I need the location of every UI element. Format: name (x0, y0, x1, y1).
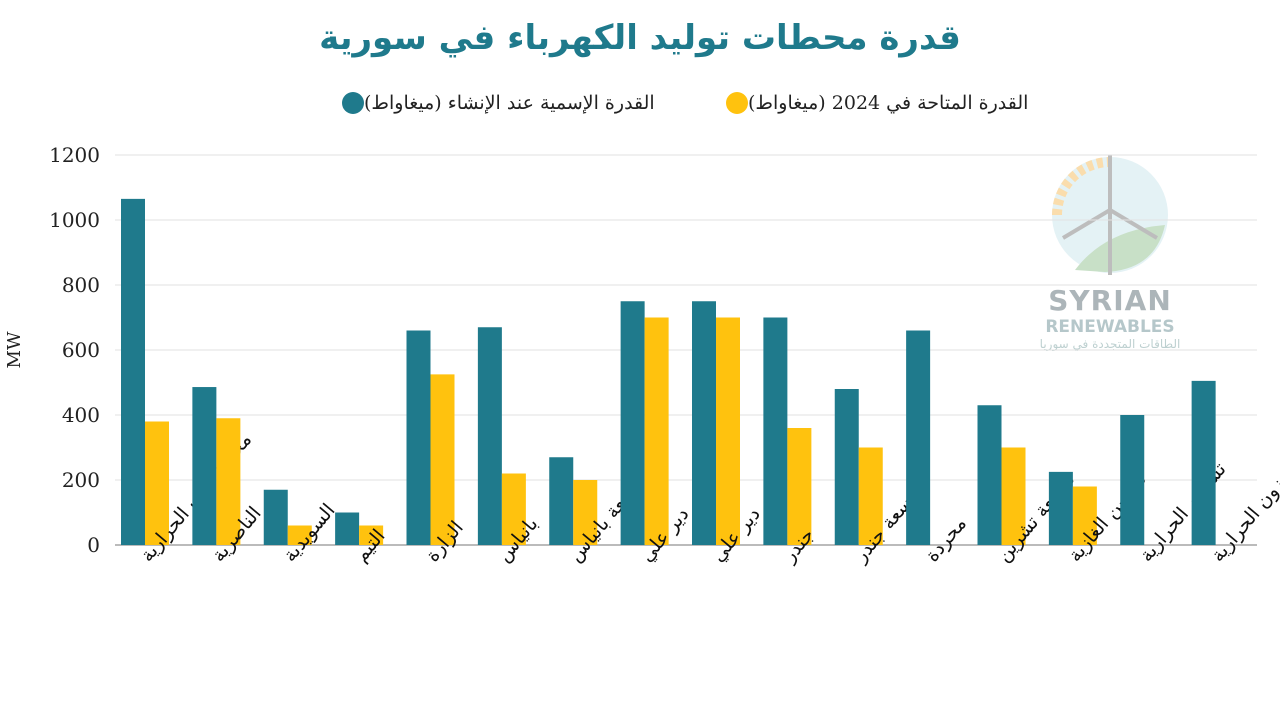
watermark-line3: الطاقات المتجددة في سوريا (1039, 337, 1181, 351)
bar-available (501, 473, 526, 545)
y-axis-label: MW (4, 331, 25, 368)
wind-turbine-icon (1052, 155, 1168, 275)
bar-nominal (406, 330, 431, 545)
legend-item-available: القدرة المتاحة في 2024 (ميغاواط) (722, 92, 1028, 114)
chart-title: قدرة محطات توليد الكهرباء في سورية (319, 18, 961, 58)
bar-nominal (763, 317, 788, 545)
bar-available (787, 428, 812, 545)
bar-available (359, 525, 384, 545)
y-tick-label: 800 (62, 273, 100, 297)
bar-nominal (906, 330, 931, 545)
bar-available (1072, 486, 1097, 545)
y-tick-label: 200 (62, 468, 100, 492)
y-tick-label: 1000 (49, 208, 100, 232)
watermark-line1: SYRIAN (1048, 284, 1172, 317)
bar-nominal (620, 301, 645, 545)
bar-available (644, 317, 669, 545)
bar-nominal (834, 389, 859, 545)
bar-available (145, 421, 169, 545)
y-tick-label: 400 (62, 403, 100, 427)
bar-available (858, 447, 883, 545)
bar-nominal (549, 457, 574, 545)
bar-nominal (1048, 471, 1073, 545)
bar-nominal (192, 387, 217, 545)
bar-nominal (335, 512, 360, 545)
bar-available (573, 480, 598, 545)
bar-nominal (692, 301, 716, 545)
y-tick-label: 1200 (49, 143, 100, 167)
legend-item-nominal: القدرة الإسمية عند الإنشاء (ميغاواط) (338, 92, 655, 114)
legend-swatch-available (726, 92, 748, 114)
legend-swatch-nominal (342, 92, 364, 114)
bar-available (216, 418, 241, 545)
bar-nominal (263, 489, 288, 545)
watermark-line2: RENEWABLES (1045, 317, 1175, 337)
bar-nominal (977, 405, 1002, 545)
bar-available (1001, 447, 1026, 545)
bar-nominal (121, 198, 145, 545)
watermark-logo: SYRIAN RENEWABLES الطاقات المتجددة في سو… (1030, 150, 1190, 351)
bar-nominal (477, 327, 502, 545)
y-tick-label: 600 (62, 338, 100, 362)
legend-label-nominal: القدرة الإسمية عند الإنشاء (ميغاواط) (364, 92, 655, 114)
bar-available (430, 374, 455, 545)
legend-label-available: القدرة المتاحة في 2024 (ميغاواط) (748, 92, 1029, 114)
bar-nominal (1120, 415, 1145, 545)
bar-nominal (1191, 380, 1216, 545)
y-tick-label: 0 (87, 533, 100, 557)
bar-available (716, 317, 740, 545)
bar-available (287, 525, 312, 545)
